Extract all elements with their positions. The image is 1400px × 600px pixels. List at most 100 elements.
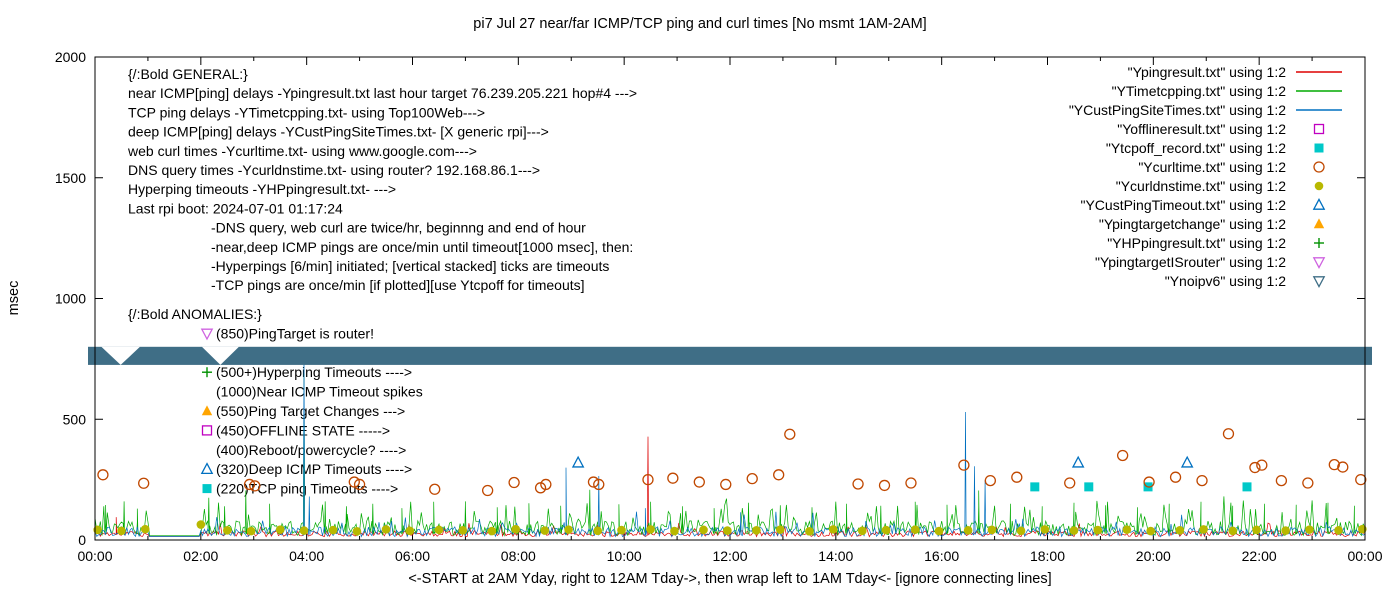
legend-entry-label: "YCustPingTimeout.txt" using 1:2 (1080, 197, 1286, 213)
data-point (828, 525, 838, 534)
data-point (434, 525, 444, 535)
anomaly-line: (450)OFFLINE STATE -----> (216, 422, 390, 438)
data-point (642, 473, 654, 486)
data-point (1116, 449, 1129, 462)
data-point (1084, 482, 1094, 492)
data-point (784, 428, 796, 440)
anomaly-line: (1000)Near ICMP Timeout spikes (216, 384, 423, 400)
anomaly-marker (200, 328, 214, 341)
data-point (243, 478, 256, 491)
x-tick-label: 12:00 (712, 548, 747, 564)
data-point (775, 525, 785, 534)
data-point (481, 484, 494, 497)
anomaly-line: (850)PingTarget is router! (216, 325, 374, 341)
y-tick-label: 1000 (55, 291, 86, 307)
data-point (429, 483, 441, 495)
anomaly-marker (201, 405, 213, 416)
anomaly-line: (220)TCP ping Timeouts ----> (216, 481, 398, 497)
anomaly-marker (201, 425, 213, 436)
data-point (910, 525, 920, 534)
data-point (963, 526, 973, 535)
x-tick-label: 10:00 (607, 548, 642, 564)
general-note-line: Hyperping timeouts -YHPpingresult.txt- -… (128, 181, 396, 197)
data-point (511, 524, 520, 534)
anomaly-line: (320)Deep ICMP Timeouts ----> (216, 461, 412, 477)
data-point (984, 474, 996, 487)
data-point (723, 526, 732, 535)
data-point (667, 472, 679, 484)
data-point (1069, 526, 1079, 535)
legend-key-triangle-open (1312, 198, 1326, 210)
legend-key-triangle-down-open (1312, 257, 1326, 269)
data-point (1175, 526, 1185, 535)
data-point (1146, 526, 1155, 536)
data-point (196, 520, 206, 529)
data-point (1256, 459, 1268, 471)
anomaly-marker (200, 462, 214, 475)
anomaly-line: (400)Reboot/powercycle? ----> (216, 442, 406, 458)
data-point (617, 525, 626, 535)
data-point (1328, 459, 1340, 471)
anomaly-notes: {/:Bold ANOMALIES:} (850)PingTarget is ro… (128, 306, 423, 497)
data-point (348, 476, 360, 488)
legend-entry-label: "Yofflineresult.txt" using 1:2 (1117, 121, 1286, 137)
data-point (97, 469, 109, 481)
y-tick-label: 2000 (55, 49, 86, 65)
legend: "Ypingresult.txt" using 1:2 "YTimetcpping… (1069, 64, 1342, 289)
data-point (352, 527, 362, 536)
data-point (353, 478, 366, 491)
data-point (720, 478, 732, 491)
data-point (752, 526, 761, 535)
data-point (1169, 471, 1182, 483)
data-point (381, 525, 391, 534)
data-point (246, 526, 256, 536)
data-point (1143, 476, 1155, 488)
x-tick-label: 22:00 (1242, 548, 1277, 564)
data-point (1064, 477, 1076, 489)
general-note-line: -DNS query, web curl are twice/hr, begin… (211, 220, 586, 236)
data-point (564, 525, 573, 534)
data-point (1275, 474, 1288, 487)
data-point (1222, 428, 1235, 440)
axis-ticks: 0 500 1000 1500 2000 00:00 02:00 04:00 06:00 08:0… (55, 49, 1383, 564)
data-point (646, 525, 655, 534)
x-axis-label: <-START at 2AM Yday, right to 12AM Tday-… (408, 571, 1051, 587)
general-note-line: DNS query times -Ycurldnstime.txt- using… (128, 162, 540, 178)
data-point (593, 478, 605, 491)
data-point (405, 526, 415, 536)
plot-area: 0 500 1000 1500 2000 00:00 02:00 04:00 06:00 08:0… (55, 49, 1383, 564)
x-tick-label: 02:00 (183, 548, 218, 564)
data-point (1030, 482, 1040, 492)
y-tick-label: 1500 (55, 170, 86, 186)
data-point (805, 527, 814, 536)
data-point (593, 526, 603, 536)
general-note-line: -TCP pings are once/min [if plotted][use… (211, 277, 585, 293)
x-tick-label: 14:00 (818, 548, 853, 564)
data-point (117, 526, 126, 536)
general-note-line: -Hyperpings [6/min] initiated; [vertical… (211, 258, 609, 274)
series-ytcpoff-record-txt (1030, 482, 1252, 492)
general-note-line: web curl times -Ycurltime.txt- using www… (127, 143, 477, 159)
data-point (987, 525, 997, 535)
data-point (540, 526, 550, 535)
general-note-line: Last rpi boot: 2024-07-01 01:17:24 (128, 200, 343, 216)
data-point (1228, 526, 1238, 536)
y-tick-label: 500 (63, 411, 87, 427)
data-point (1071, 455, 1085, 468)
series-ycurltime-txt (97, 428, 1367, 497)
general-notes: {/:Bold GENERAL:} near ICMP[ping] delays … (127, 66, 637, 293)
anomaly-line: (550)Ping Target Changes ---> (216, 403, 405, 419)
data-point (1040, 525, 1050, 534)
x-tick-label: 06:00 (395, 548, 430, 564)
data-point (1093, 525, 1103, 535)
x-tick-label: 18:00 (1030, 548, 1065, 564)
data-point (693, 476, 705, 488)
data-point (934, 526, 944, 536)
data-point (1199, 525, 1208, 534)
legend-key-triangle-filled (1313, 218, 1325, 229)
data-point (540, 478, 552, 491)
chart-title: pi7 Jul 27 near/far ICMP/TCP ping and cu… (473, 16, 926, 32)
x-tick-label: 16:00 (924, 548, 959, 564)
